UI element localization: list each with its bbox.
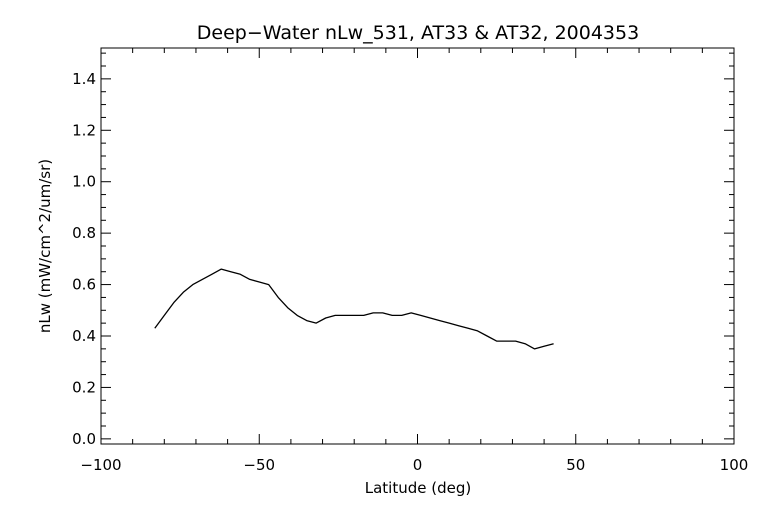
y-tick-label: 1.2 (72, 121, 96, 139)
y-tick-label: 0.6 (72, 276, 96, 294)
x-axis-label: Latitude (deg) (365, 479, 471, 497)
y-tick-label: 0.8 (72, 224, 96, 242)
y-tick-labels: 0.0 0.2 0.4 0.6 0.8 1.0 1.2 1.4 (72, 70, 96, 448)
y-tick-label: 0.2 (72, 378, 96, 396)
y-tick-label: 1.0 (72, 173, 96, 191)
y-axis-label: nLw (mW/cm^2/um/sr) (36, 159, 54, 333)
plot-frame (100, 47, 735, 445)
series-line (154, 268, 554, 350)
x-tick-label: −50 (243, 456, 275, 474)
series-group (154, 268, 554, 350)
y-tick-label: 0.0 (72, 430, 96, 448)
axis-ticks (100, 48, 735, 444)
y-tick-label: 0.4 (72, 327, 96, 345)
x-tick-label: 50 (566, 456, 585, 474)
x-tick-label: 100 (720, 456, 749, 474)
y-tick-label: 1.4 (72, 70, 96, 88)
chart-title: Deep−Water nLw_531, AT33 & AT32, 2004353 (197, 22, 639, 44)
x-tick-label: −100 (80, 456, 121, 474)
x-tick-labels: −100 −50 0 50 100 (80, 456, 748, 474)
x-tick-label: 0 (413, 456, 423, 474)
